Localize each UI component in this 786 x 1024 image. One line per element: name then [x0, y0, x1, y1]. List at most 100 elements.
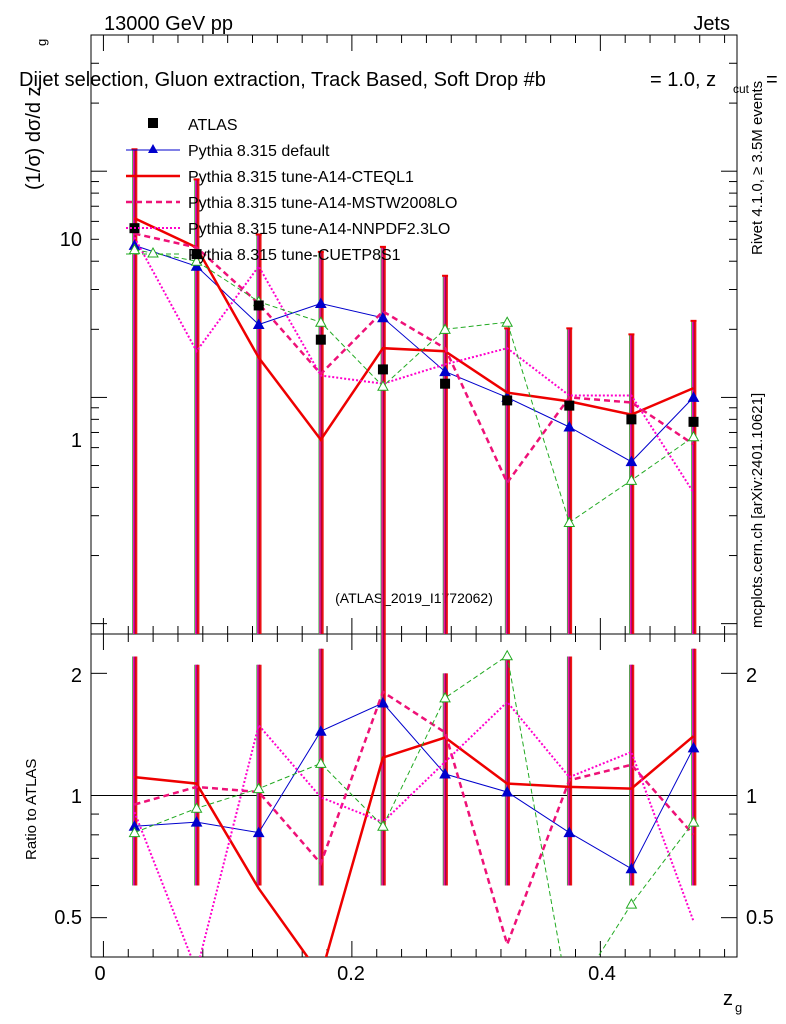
legend-entry-mstw2008lo: Pythia 8.315 tune-A14-MSTW2008LO [126, 195, 457, 212]
legend-label: ATLAS [188, 117, 238, 134]
analysis-watermark: (ATLAS_2019_I1772062) [335, 590, 493, 606]
ratio-series-4-point [564, 997, 574, 1006]
ratio-series-0-point [252, 826, 265, 838]
main-series-3-line [133, 236, 695, 494]
legend: ATLAS Pythia 8.315 default Pythia 8.315 … [126, 117, 457, 264]
plot-title-main: Dijet selection, Gluon extraction, Track… [19, 69, 546, 91]
plot-title: Dijet selection, Gluon extraction, Track… [19, 69, 546, 91]
ratio-y-tick-label: 0.5 [54, 907, 82, 929]
ratio-series-0-point [377, 696, 389, 708]
ratio-series-0-point [687, 741, 700, 753]
ratio-series-4-point [625, 898, 638, 909]
legend-entry-nnpdf23lo: Pythia 8.315 tune-A14-NNPDF2.3LO [126, 221, 450, 238]
atlas-data-point [315, 334, 326, 345]
ratio-series-4-point [439, 691, 451, 703]
ratio-y-tick-label-right: 0.5 [746, 907, 774, 929]
ratio-series-0-point [314, 725, 327, 736]
main-y-tick-label: 1 [71, 430, 82, 452]
ratio-series-0-point [625, 862, 638, 874]
atlas-data-point [502, 395, 513, 406]
ratio-series-0-point [190, 816, 203, 827]
main-series-4-point [439, 323, 451, 334]
x-label-sub: g [735, 1000, 742, 1015]
main-series-0-point [563, 420, 576, 432]
plot-title-cut: cut [733, 82, 750, 96]
main-series-0-point [439, 365, 451, 377]
ratio-series-4-line [134, 654, 694, 957]
ratio-series-1-line [134, 735, 695, 957]
legend-entry-cuetp8s1: Pythia 8.315 tune-CUETP8S1 [126, 246, 401, 264]
legend-marker-cuetp8s1 [147, 246, 159, 258]
ratio-series-4-point [128, 826, 141, 838]
legend-label: Pythia 8.315 tune-A14-MSTW2008LO [188, 195, 457, 212]
atlas-data-point [253, 300, 264, 311]
main-y-tick-label: 10 [60, 229, 82, 251]
legend-entry-default: Pythia 8.315 default [126, 143, 330, 160]
main-series-4-point [377, 380, 389, 391]
x-tick-label: 0 [94, 963, 105, 985]
legend-label: Pythia 8.315 tune-CUETP8S1 [188, 247, 401, 264]
main-series-4-point [563, 516, 576, 527]
main-series-0-point [377, 311, 389, 323]
ratio-y-tick-label-right: 1 [746, 786, 757, 808]
legend-marker-atlas [148, 118, 158, 128]
atlas-data-point [626, 414, 637, 425]
main-series-4-point [687, 430, 700, 442]
energy-label: 13000 GeV pp [104, 13, 233, 35]
main-series-4-point [501, 316, 514, 327]
ratio-series-0-point [563, 826, 576, 838]
main-series-4-point [314, 316, 327, 327]
y-ratio-label: Ratio to ATLAS [23, 759, 40, 860]
y-main-label-sub: g [34, 39, 49, 46]
mcplots-label: mcplots.cern.ch [arXiv:2401.10621] [749, 393, 766, 628]
ratio-series-4-point [314, 757, 327, 768]
main-series-2-line [134, 232, 695, 486]
atlas-data-point [564, 400, 575, 411]
ratio-panel-series [128, 634, 700, 1006]
ratio-series-2-line [134, 689, 695, 949]
legend-label: Pythia 8.315 tune-A14-NNPDF2.3LO [188, 221, 450, 238]
atlas-data-point [688, 416, 699, 427]
ratio-series-4-point [501, 649, 514, 661]
main-series-1-line [133, 217, 694, 442]
ratio-series-3-line [133, 700, 695, 957]
atlas-data-point [377, 364, 388, 375]
main-series-4-line [134, 249, 694, 524]
legend-marker-default [148, 144, 158, 153]
main-series-0-line [134, 244, 694, 463]
main-series-0-point [625, 455, 638, 467]
y-main-label: (1/σ) dσ/d z [23, 86, 45, 190]
legend-label: Pythia 8.315 default [188, 143, 330, 160]
category-label: Jets [693, 13, 730, 35]
plot-title-suffix: = 1.0, z [650, 69, 716, 91]
ratio-series-0-line [134, 702, 694, 870]
main-series-0-point [687, 391, 700, 402]
main-panel-series [128, 148, 700, 634]
ratio-y-tick-label: 1 [71, 786, 82, 808]
atlas-data-point [440, 378, 451, 389]
ratio-series-4-point [377, 820, 389, 831]
x-label: z [723, 988, 733, 1010]
ratio-series-4-point [190, 802, 203, 813]
ratio-series-0-point [439, 767, 451, 779]
main-series-0-point [252, 318, 265, 330]
data-layer [128, 148, 700, 1006]
ratio-y-tick-label-right: 2 [746, 665, 757, 687]
ratio-series-4-point [252, 782, 265, 794]
x-tick-label: 0.4 [588, 963, 616, 985]
main-series-0-point [190, 260, 203, 271]
legend-entry-atlas: ATLAS [148, 117, 238, 134]
plot-title-eq: = [766, 69, 778, 91]
ratio-series-4-point [687, 816, 700, 827]
legend-entry-cteql1: Pythia 8.315 tune-A14-CTEQL1 [126, 169, 414, 186]
ratio-y-tick-label: 2 [71, 665, 82, 687]
ratio-series-0-point [501, 785, 514, 797]
atlas-data-point [191, 249, 202, 260]
main-series-4-point [190, 255, 203, 266]
main-series-4-point [625, 474, 638, 485]
rivet-label: Rivet 4.1.0, ≥ 3.5M events [749, 81, 766, 255]
main-series-0-point [314, 297, 327, 309]
legend-label: Pythia 8.315 tune-A14-CTEQL1 [188, 169, 414, 186]
x-tick-label: 0.2 [337, 963, 365, 985]
